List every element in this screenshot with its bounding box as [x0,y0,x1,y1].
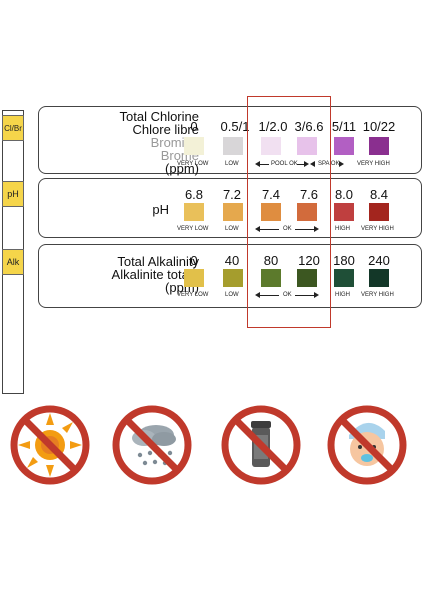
ph-title: pH [152,202,169,217]
alk-swatch-1 [223,269,243,287]
spa-arrow-left-icon [310,161,315,167]
strip-pad-alk: Alk [2,249,24,275]
ph-value-2: 7.4 [261,187,281,202]
alk-swatch-4 [334,269,354,287]
ph-caption-high: HIGH [335,226,350,232]
alk-value-5: 240 [368,253,390,268]
chlorine-swatch-3 [297,137,317,155]
chlorine-value-4: 5/11 [331,119,357,134]
ph-ok-arrow-right-icon [314,226,319,232]
pool-arrow-line-right [297,164,305,165]
alk-value-0: 0 [190,253,198,268]
chlorine-value-2: 1/2.0 [258,119,288,134]
alk-swatch-5 [369,269,389,287]
alk-swatch-0 [184,269,204,287]
ph-value-4: 8.0 [334,187,354,202]
ok-range-highlight [247,96,331,328]
alk-caption-very-high: VERY HIGH [361,292,394,298]
pool-arrow-right-icon [304,161,309,167]
ph-swatch-4 [334,203,354,221]
spa-arrow-right-icon [339,161,344,167]
chlorine-value-0: 0 [190,119,198,134]
alk-ok-arrow-right-icon [314,292,319,298]
chlorine-value-5: 10/22 [362,119,396,134]
chlorine-swatch-0 [184,137,204,155]
alk-swatch-2 [261,269,281,287]
chlorine-unit: (ppm) [165,161,199,176]
ph-caption-ok: OK [283,226,292,232]
ph-value-3: 7.6 [299,187,319,202]
ph-swatch-0 [184,203,204,221]
alk-caption-low: LOW [225,292,239,298]
test-strip: Cl/Br pH Alk [2,110,24,394]
alk-ok-arrow-line-right [295,295,315,296]
chlorine-swatch-4 [334,137,354,155]
ph-ok-arrow-line [259,229,279,230]
ph-caption-low: LOW [225,226,239,232]
ph-swatch-2 [261,203,281,221]
alk-value-3: 120 [298,253,320,268]
chlorine-caption-pool-ok: POOL OK [271,161,298,167]
chlorine-value-1: 0.5/1 [220,119,250,134]
chlorine-swatch-5 [369,137,389,155]
chlorine-caption-spa-ok: SPA OK [318,161,340,167]
chlorine-value-3: 3/6.6 [294,119,324,134]
ph-panel: pH 6.8 7.2 7.4 7.6 8.0 8.4 VERY LOW LOW … [38,178,422,238]
alk-value-2: 80 [263,253,279,268]
chlorine-title-fr: Chlore libre [132,122,199,137]
chlorine-swatch-1 [223,137,243,155]
chlorine-caption-low: LOW [225,161,239,167]
chlorine-caption-very-high: VERY HIGH [357,161,390,167]
ph-value-1: 7.2 [222,187,242,202]
alk-ok-arrow-left-icon [255,292,260,298]
strip-pad-ph: pH [2,181,24,207]
no-sun-icon [10,405,90,485]
alk-ok-arrow-line [259,295,279,296]
alk-swatch-3 [297,269,317,287]
chlorine-label: Total Chlorine Chlore libre Bromine Brom… [49,109,200,176]
ph-caption-very-high: VERY HIGH [361,226,394,232]
ph-swatch-5 [369,203,389,221]
alkalinity-panel: Total Alkalinity Alkalinite totale (ppm)… [38,244,422,308]
alk-caption-very-low: VERY LOW [177,292,209,298]
pool-arrow-line [259,164,269,165]
ph-caption-very-low: VERY LOW [177,226,209,232]
ph-value-0: 6.8 [184,187,204,202]
strip-pad-cl-br: Cl/Br [2,115,24,141]
no-child-icon [327,405,407,485]
pool-arrow-left-icon [255,161,260,167]
no-rain-icon [112,405,192,485]
chlorine-swatch-2 [261,137,281,155]
ph-swatch-1 [223,203,243,221]
alk-caption-ok: OK [283,292,292,298]
ph-ok-arrow-left-icon [255,226,260,232]
chlorine-title: Total Chlorine [119,109,200,124]
ph-swatch-3 [297,203,317,221]
ph-value-5: 8.4 [369,187,389,202]
alk-value-4: 180 [333,253,355,268]
chlorine-panel: Total Chlorine Chlore libre Bromine Brom… [38,106,422,176]
alk-value-1: 40 [224,253,240,268]
alkalinity-title-fr: Alkalinite totale [111,267,199,282]
chlorine-caption-very-low: VERY LOW [177,161,209,167]
alk-caption-high: HIGH [335,292,350,298]
no-container-icon [221,405,301,485]
alkalinity-title: Total Alkalinity [117,254,199,269]
ph-ok-arrow-line-right [295,229,315,230]
